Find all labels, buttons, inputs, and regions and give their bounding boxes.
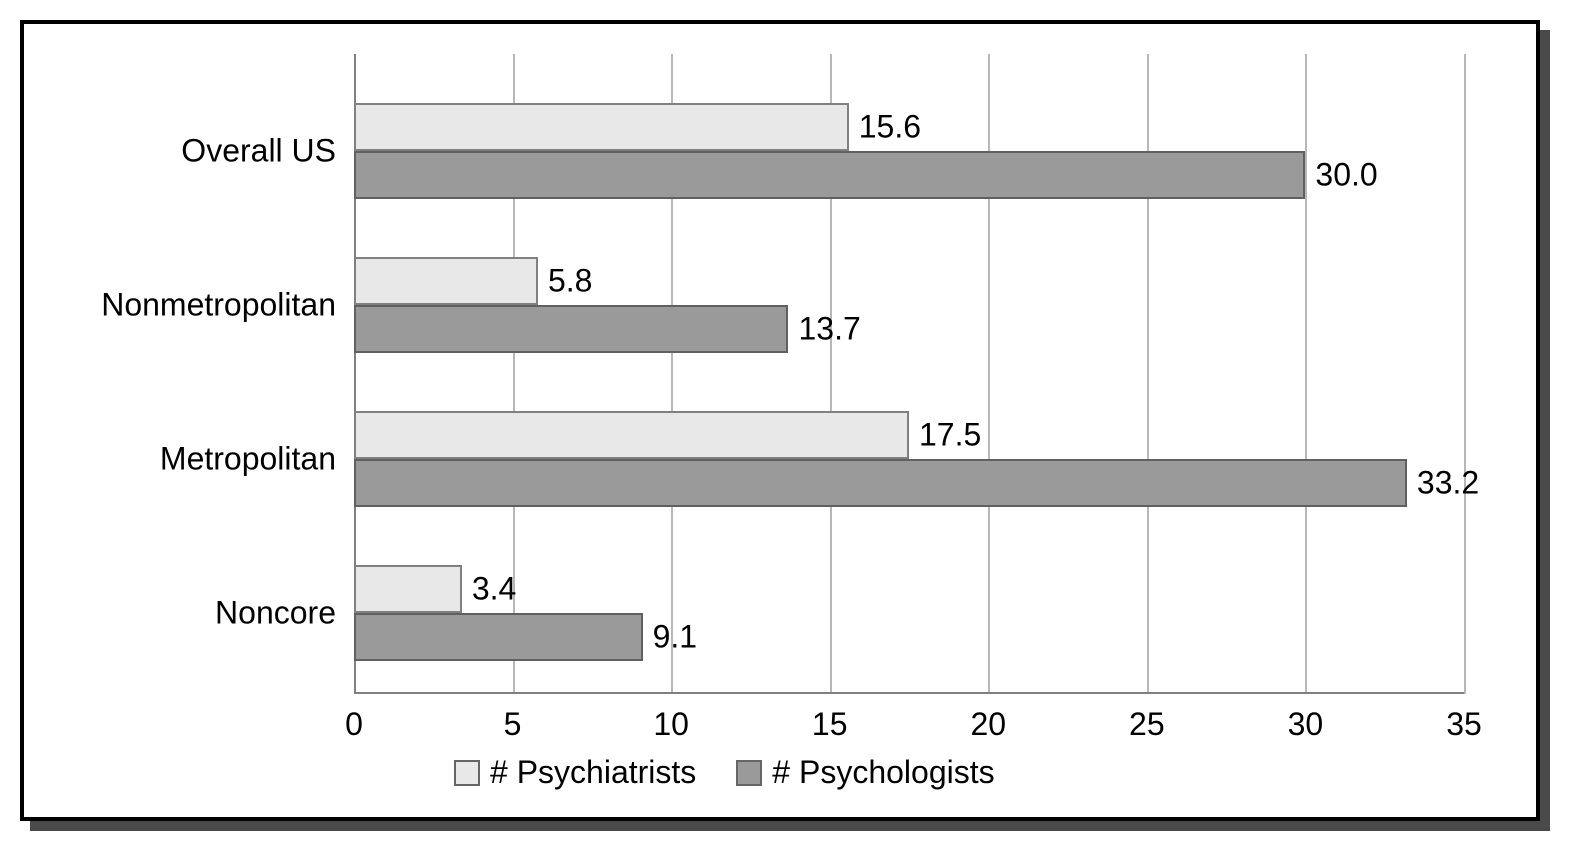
category-label: Nonmetropolitan: [101, 287, 336, 324]
x-tick-label: 5: [504, 706, 522, 743]
plot-area: [354, 54, 1464, 694]
x-tick-label: 20: [970, 706, 1006, 743]
category-label: Overall US: [181, 133, 336, 170]
gridline: [988, 54, 990, 694]
bar-value-label: 5.8: [548, 263, 592, 300]
chart-frame: # Psychiatrists # Psychologists 0 5 10 15 20 2…: [20, 20, 1540, 821]
bar-value-label: 17.5: [919, 417, 981, 454]
legend-swatch: [454, 760, 480, 786]
category-label: Noncore: [215, 595, 336, 632]
gridline: [1464, 54, 1466, 694]
legend-label: # Psychologists: [772, 754, 994, 791]
chart-container: # Psychiatrists # Psychologists 0 5 10 15 20 2…: [20, 20, 1550, 831]
x-tick-label: 25: [1129, 706, 1165, 743]
legend-item: # Psychiatrists: [454, 754, 696, 791]
bar-value-label: 13.7: [798, 311, 860, 348]
gridline: [1305, 54, 1307, 694]
bar-value-label: 30.0: [1315, 157, 1377, 194]
x-tick-label: 30: [1288, 706, 1324, 743]
bar: [354, 257, 538, 305]
bar: [354, 151, 1305, 199]
bar-value-label: 9.1: [653, 619, 697, 656]
legend-item: # Psychologists: [736, 754, 994, 791]
bar: [354, 613, 643, 661]
x-axis-line: [354, 692, 1464, 694]
gridline: [1147, 54, 1149, 694]
legend-label: # Psychiatrists: [490, 754, 696, 791]
x-tick-label: 0: [345, 706, 363, 743]
bar: [354, 459, 1407, 507]
bar-value-label: 33.2: [1417, 465, 1479, 502]
bar-value-label: 3.4: [472, 571, 516, 608]
bar: [354, 103, 849, 151]
legend-swatch: [736, 760, 762, 786]
bar: [354, 411, 909, 459]
x-tick-label: 10: [653, 706, 689, 743]
bar: [354, 565, 462, 613]
bar-value-label: 15.6: [859, 109, 921, 146]
x-tick-label: 15: [812, 706, 848, 743]
chart-legend: # Psychiatrists # Psychologists: [454, 754, 995, 791]
x-tick-label: 35: [1446, 706, 1482, 743]
category-label: Metropolitan: [160, 441, 336, 478]
bar: [354, 305, 788, 353]
